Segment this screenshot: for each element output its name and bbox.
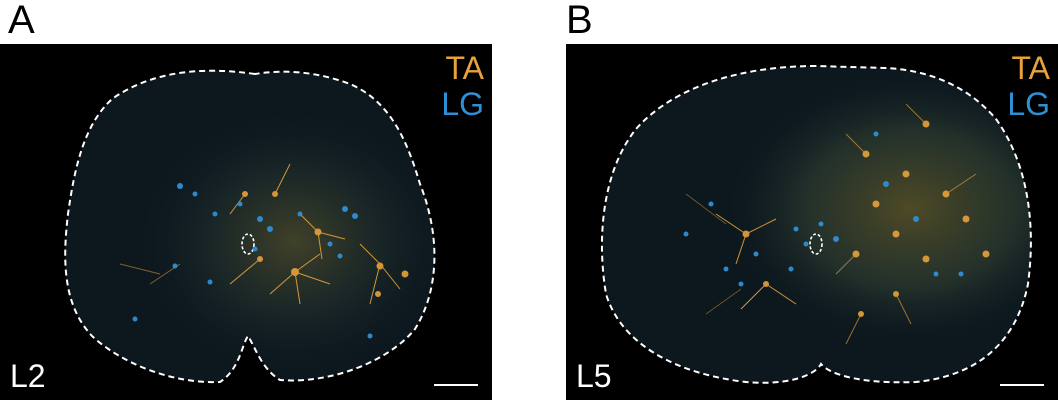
panel-b-letter: B (566, 0, 593, 42)
panel-b-scale-bar (1000, 384, 1044, 386)
panel-a-central-canal (241, 233, 255, 255)
panel-b-ta-neurons (685, 103, 990, 345)
panel-a-micrograph: TA LG L2 (0, 44, 492, 400)
panel-b-central-canal (809, 233, 823, 255)
panel-b-lg-neurons (683, 131, 964, 287)
panel-b-section-image (600, 64, 1032, 384)
panel-a-section-outline (64, 69, 436, 384)
panel-a-legend: TA LG (441, 50, 484, 122)
panel-a-lg-neurons (132, 183, 373, 339)
panel-b-legend: TA LG (1007, 50, 1050, 122)
panel-b-section-outline (600, 64, 1032, 384)
panel-a-legend-ta: TA (445, 50, 484, 86)
panel-b-micrograph: TA LG L5 (566, 44, 1058, 400)
panel-a-letter: A (8, 0, 35, 42)
panel-a-ta-neurons (119, 163, 409, 305)
panel-b-level-label: L5 (576, 358, 612, 394)
panel-b-legend-ta: TA (1011, 50, 1050, 86)
panel-b-legend-lg: LG (1007, 86, 1050, 122)
panel-a-section-image (64, 69, 436, 384)
panel-a-scale-bar (434, 384, 478, 386)
panel-a-level-label: L2 (10, 358, 46, 394)
panel-a-legend-lg: LG (441, 86, 484, 122)
